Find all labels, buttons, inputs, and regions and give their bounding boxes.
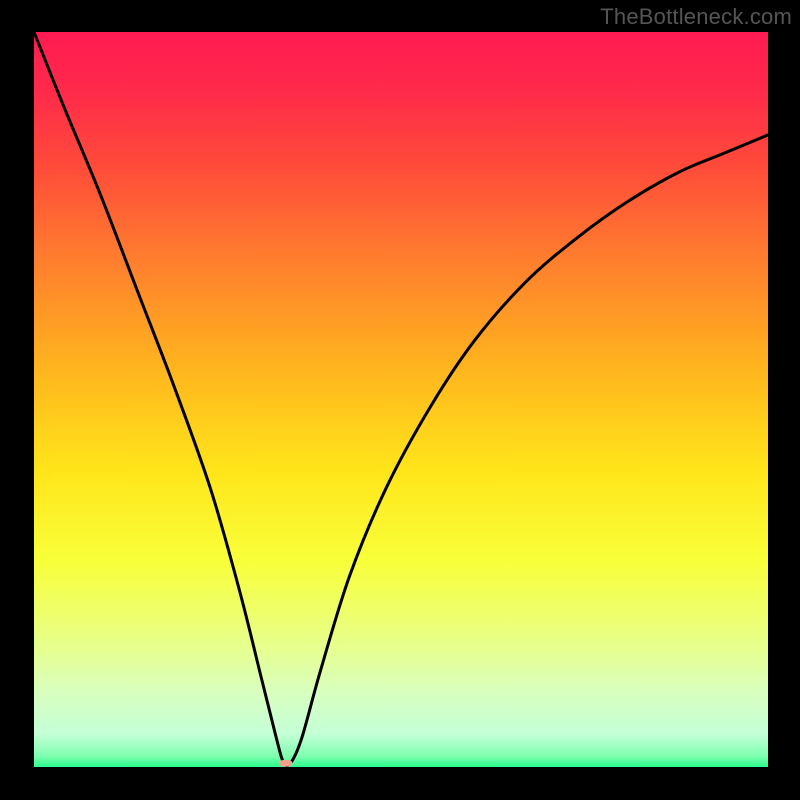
watermark-text: TheBottleneck.com	[600, 4, 792, 30]
optimum-marker	[279, 760, 292, 767]
bottleneck-chart: TheBottleneck.com	[0, 0, 800, 800]
chart-svg	[0, 0, 800, 800]
plot-background	[34, 32, 768, 767]
